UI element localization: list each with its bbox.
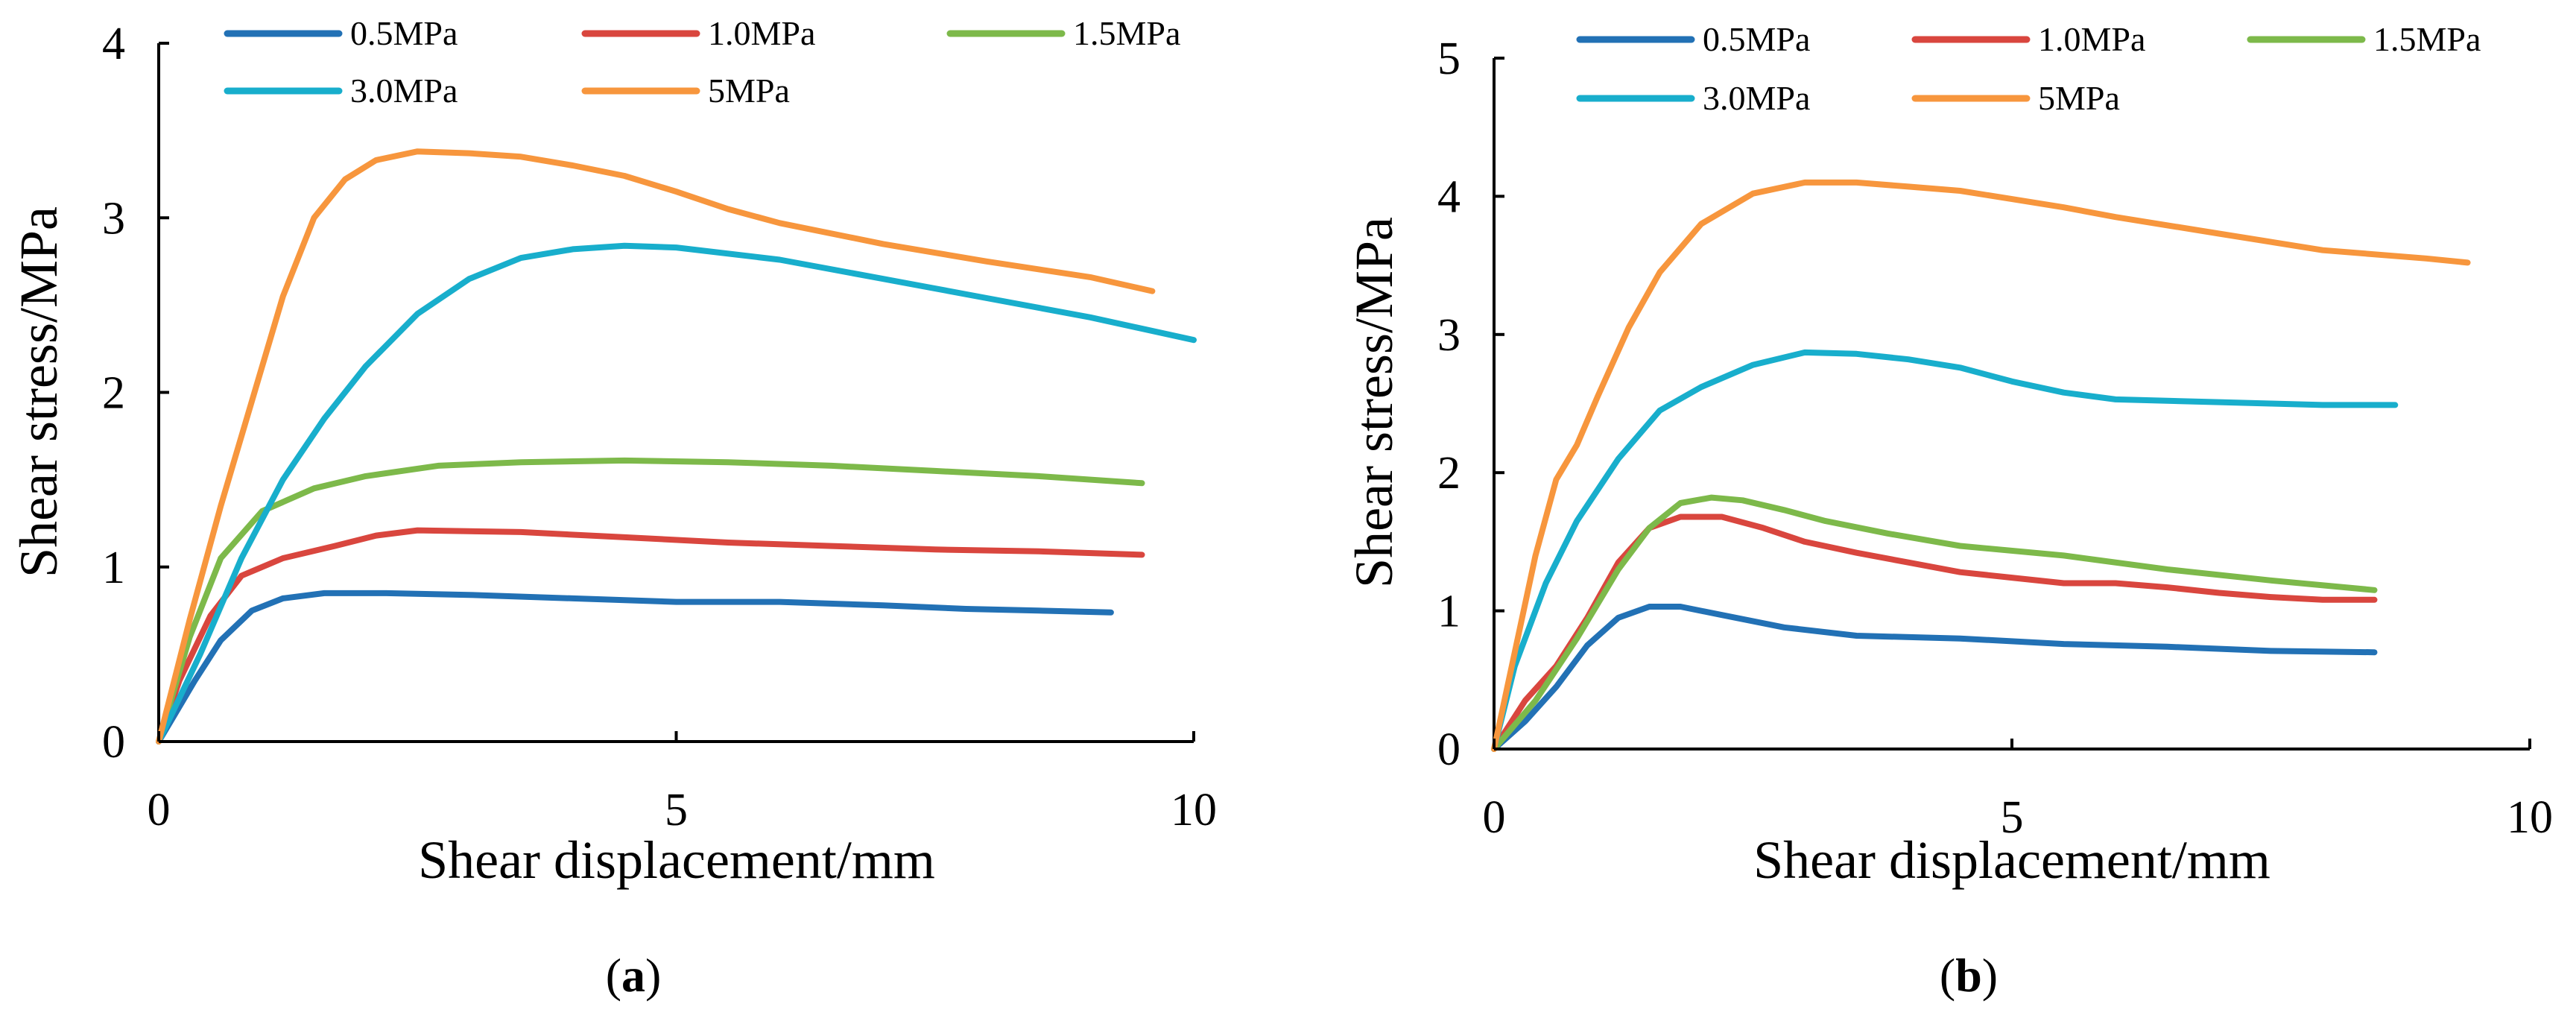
panel-a-ticks: 0 1 2 3 4 0 5 10 — [102, 19, 1217, 835]
y-tick-label: 1 — [102, 543, 125, 593]
y-tick-label: 2 — [102, 368, 125, 419]
panel-a-caption-letter: a — [621, 949, 645, 1002]
panel-b-caption: (b) — [1940, 949, 1998, 1002]
y-tick-label: 0 — [1437, 724, 1461, 775]
y-tick-label: 1 — [1437, 587, 1461, 637]
y-tick-label: 0 — [102, 717, 125, 768]
series-line-0-5mpa — [1491, 604, 2378, 752]
series-line-1-0mpa — [156, 527, 1145, 745]
series-line-5mpa — [1491, 179, 2471, 752]
panel-b-ylabel: Shear stress/MPa — [1344, 217, 1404, 588]
legend-label: 0.5MPa — [350, 14, 458, 52]
legend-label: 1.0MPa — [708, 14, 815, 52]
legend-label: 3.0MPa — [350, 72, 458, 110]
x-tick-label: 10 — [1171, 785, 1217, 835]
panel-b-series — [1491, 179, 2471, 752]
panel-a-xlabel: Shear displacement/mm — [418, 830, 935, 890]
series-line-0-5mpa — [156, 590, 1114, 745]
panel-b-xlabel: Shear displacement/mm — [1753, 830, 2270, 890]
legend-label: 5MPa — [2038, 79, 2120, 117]
y-tick-label: 4 — [102, 19, 125, 69]
x-tick-label: 5 — [665, 785, 688, 835]
y-tick-label: 3 — [102, 193, 125, 244]
x-tick-label: 0 — [148, 785, 171, 835]
legend-label: 1.0MPa — [2038, 20, 2145, 58]
x-tick-label: 10 — [2507, 792, 2553, 843]
y-tick-label: 3 — [1437, 310, 1461, 361]
panel-a-legend: 0.5MPa 1.0MPa 1.5MPa 3.0MPa 5MPa — [224, 14, 1180, 110]
x-tick-label: 5 — [2001, 792, 2024, 843]
series-line-5mpa — [156, 148, 1156, 745]
panel-b-ticks: 0 1 2 3 4 5 0 5 10 — [1437, 34, 2553, 843]
panel-a-ylabel: Shear stress/MPa — [9, 206, 69, 578]
legend-label: 5MPa — [708, 72, 790, 110]
legend-label: 0.5MPa — [1703, 20, 1810, 58]
chart-panel-a: 0 1 2 3 4 0 5 10 Shear displacement/mm Shear st… — [9, 14, 1217, 1002]
legend-label: 3.0MPa — [1703, 79, 1810, 117]
legend-label: 1.5MPa — [1073, 14, 1180, 52]
y-tick-label: 2 — [1437, 448, 1461, 499]
y-tick-label: 4 — [1437, 171, 1461, 222]
panel-a-caption: (a) — [606, 949, 662, 1002]
y-tick-label: 5 — [1437, 34, 1461, 84]
series-line-3-0mpa — [1491, 349, 2399, 752]
legend-label: 1.5MPa — [2373, 20, 2481, 58]
chart-panel-b: 0 1 2 3 4 5 0 5 10 Shear displacement/mm Shear s… — [1344, 20, 2553, 1002]
panel-a-series — [156, 148, 1197, 745]
panel-b-caption-letter: b — [1955, 949, 1982, 1002]
series-line-1-0mpa — [1491, 514, 2378, 752]
panel-a-axes — [157, 43, 1194, 743]
series-line-3-0mpa — [156, 242, 1197, 745]
x-tick-label: 0 — [1483, 792, 1506, 843]
series-line-1-5mpa — [156, 457, 1145, 745]
panel-b-legend: 0.5MPa 1.0MPa 1.5MPa 3.0MPa 5MPa — [1576, 20, 2481, 117]
series-line-1-5mpa — [1491, 494, 2378, 752]
